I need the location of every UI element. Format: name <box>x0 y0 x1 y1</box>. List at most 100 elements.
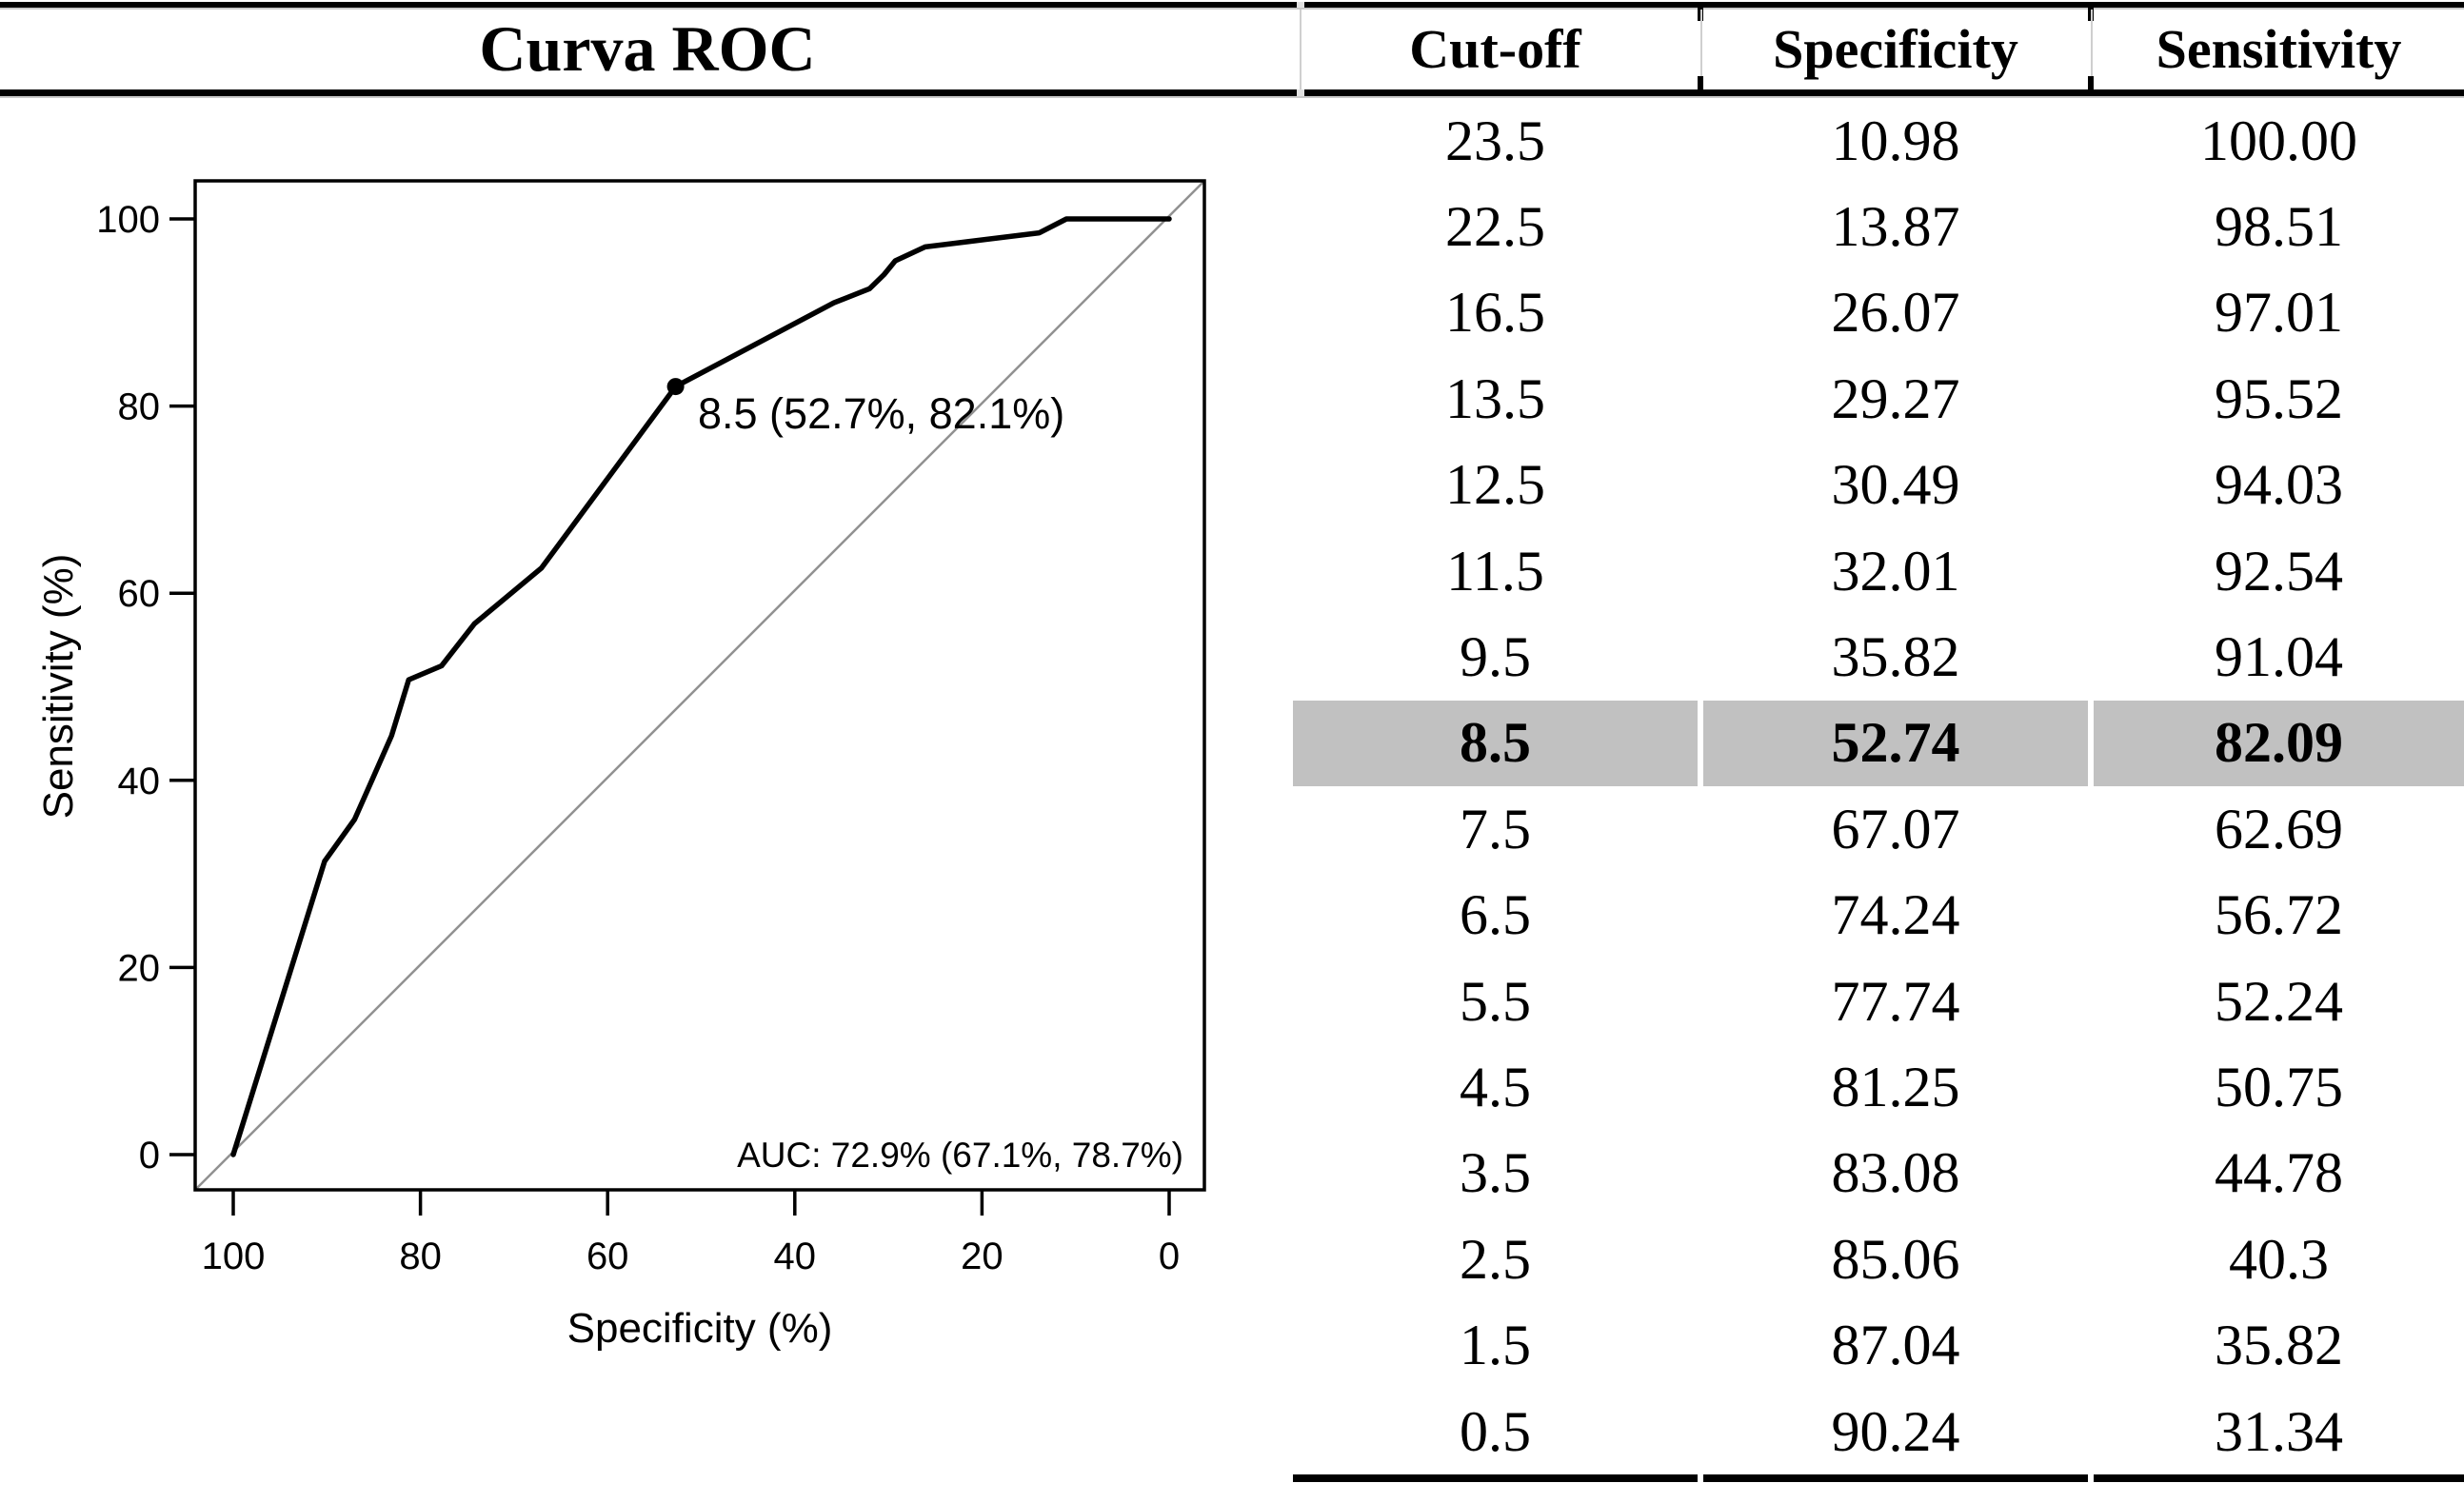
table-cell-cutoff: 7.5 <box>1460 797 1531 860</box>
roc-curve <box>230 216 1172 1157</box>
table-cell-cutoff: 22.5 <box>1445 195 1545 259</box>
table-cell-sensitivity: 52.24 <box>2215 969 2343 1033</box>
table-row: 23.5 10.98 100.00 <box>1293 98 2464 184</box>
cutoff-table: 23.5 10.98 100.00 22.5 13.87 98.51 16.5 26.07 97… <box>1293 98 2464 1474</box>
table-cell-cutoff: 11.5 <box>1446 539 1544 603</box>
column-header-sensitivity: Sensitivity <box>2156 17 2402 80</box>
table-row: 3.5 83.08 44.78 <box>1293 1131 2464 1216</box>
table-row: 1.5 87.04 35.82 <box>1293 1302 2464 1388</box>
x-tick-label: 60 <box>586 1236 629 1277</box>
table-cell-specificity: 90.24 <box>1831 1399 1960 1463</box>
top-rule-gap <box>1297 2 1304 8</box>
table-cell-cutoff: 16.5 <box>1445 281 1545 345</box>
table-cell-sensitivity: 94.03 <box>2215 453 2343 517</box>
x-tick-label: 0 <box>1159 1236 1180 1277</box>
table-cell-cutoff: 12.5 <box>1445 453 1545 517</box>
bottom-rule-segment <box>1293 1474 1698 1482</box>
bottom-rule <box>1293 1474 2464 1482</box>
table-cell-cutoff: 0.5 <box>1460 1399 1531 1463</box>
table-row: 12.5 30.49 94.03 <box>1293 443 2464 528</box>
column-header-cutoff: Cut-off <box>1409 17 1581 80</box>
figure-title: Curva ROC <box>479 11 816 85</box>
y-tick-label: 60 <box>118 573 161 615</box>
table-cell-specificity: 30.49 <box>1831 453 1960 517</box>
table-cell-sensitivity: 82.09 <box>2094 700 2464 787</box>
y-axis-label: Sensitivity (%) <box>35 554 82 820</box>
table-cell-sensitivity: 50.75 <box>2215 1055 2343 1118</box>
x-tick-label: 100 <box>202 1236 266 1277</box>
y-tick-label: 0 <box>139 1135 160 1177</box>
table-cell-sensitivity: 91.04 <box>2215 625 2343 689</box>
table-cell-cutoff: 6.5 <box>1460 883 1531 947</box>
table-cell-sensitivity: 97.01 <box>2215 281 2343 345</box>
cutoff-table-body: 23.5 10.98 100.00 22.5 13.87 98.51 16.5 26.07 97… <box>1293 98 2464 1474</box>
table-cell-specificity: 26.07 <box>1831 281 1960 345</box>
table-row: 0.5 90.24 31.34 <box>1293 1389 2464 1474</box>
diagonal-reference-line <box>194 180 1205 1191</box>
header-separator-rule <box>0 89 2464 96</box>
top-rule-shadow <box>0 8 2464 10</box>
table-cell-sensitivity: 56.72 <box>2215 883 2343 947</box>
y-tick-label: 20 <box>118 947 161 989</box>
column-border-stub <box>2088 76 2094 89</box>
header-column-separator <box>1700 10 1702 89</box>
table-cell-specificity: 83.08 <box>1831 1141 1960 1205</box>
top-rule <box>0 2 2464 8</box>
x-tick-label: 20 <box>961 1236 1003 1277</box>
table-cell-specificity: 81.25 <box>1831 1055 1960 1118</box>
table-row: 9.5 35.82 91.04 <box>1293 614 2464 700</box>
bottom-rule-segment <box>1703 1474 2088 1482</box>
table-cell-cutoff: 5.5 <box>1460 969 1531 1033</box>
header-separator-shadow <box>0 96 2464 98</box>
x-axis-label: Specificity (%) <box>567 1305 833 1352</box>
y-tick-label: 100 <box>96 199 160 241</box>
table-cell-sensitivity: 35.82 <box>2215 1314 2343 1377</box>
table-row: 5.5 77.74 52.24 <box>1293 959 2464 1044</box>
column-border-stub <box>1698 76 1703 89</box>
table-row: 22.5 13.87 98.51 <box>1293 184 2464 269</box>
table-cell-specificity: 10.98 <box>1831 109 1960 172</box>
x-ticks: 100 80 60 40 20 0 <box>202 1190 1180 1277</box>
auc-label: AUC: 72.9% (67.1%, 78.7%) <box>737 1136 1183 1175</box>
plot-box <box>193 179 1206 1192</box>
table-cell-sensitivity: 92.54 <box>2215 539 2343 603</box>
marked-point <box>666 378 685 396</box>
table-cell-cutoff: 1.5 <box>1460 1314 1531 1377</box>
table-row: 11.5 32.01 92.54 <box>1293 528 2464 614</box>
column-header-specificity: Specificity <box>1773 17 2018 80</box>
table-row: 2.5 85.06 40.3 <box>1293 1216 2464 1302</box>
table-cell-sensitivity: 62.69 <box>2215 797 2343 860</box>
table-cell-sensitivity: 44.78 <box>2215 1141 2343 1205</box>
table-cell-specificity: 67.07 <box>1831 797 1960 860</box>
table-cell-cutoff: 4.5 <box>1460 1055 1531 1118</box>
y-tick-label: 40 <box>118 761 161 802</box>
table-cell-sensitivity: 40.3 <box>2229 1227 2329 1291</box>
table-cell-specificity: 32.01 <box>1831 539 1960 603</box>
header-separator-gap <box>1297 89 1304 96</box>
table-cell-sensitivity: 95.52 <box>2215 366 2343 430</box>
table-cell-cutoff: 2.5 <box>1460 1227 1531 1291</box>
table-row: 13.5 29.27 95.52 <box>1293 356 2464 442</box>
table-row: 16.5 26.07 97.01 <box>1293 270 2464 356</box>
table-cell-cutoff: 23.5 <box>1445 109 1545 172</box>
y-tick-label: 80 <box>118 386 161 428</box>
table-cell-cutoff: 3.5 <box>1460 1141 1531 1205</box>
x-tick-label: 40 <box>774 1236 817 1277</box>
table-cell-sensitivity: 31.34 <box>2215 1399 2343 1463</box>
x-tick-label: 80 <box>399 1236 442 1277</box>
table-row: 4.5 81.25 50.75 <box>1293 1044 2464 1130</box>
table-cell-specificity: 52.74 <box>1703 700 2088 787</box>
table-cell-specificity: 13.87 <box>1831 195 1960 259</box>
table-cell-specificity: 29.27 <box>1831 366 1960 430</box>
table-cell-cutoff: 9.5 <box>1460 625 1531 689</box>
marked-point-label: 8.5 (52.7%, 82.1%) <box>698 389 1064 438</box>
table-row: 6.5 74.24 56.72 <box>1293 873 2464 959</box>
table-cell-sensitivity: 100.00 <box>2200 109 2357 172</box>
table-cell-specificity: 85.06 <box>1831 1227 1960 1291</box>
table-cell-cutoff: 8.5 <box>1293 700 1698 787</box>
table-row: 7.5 67.07 62.69 <box>1293 786 2464 872</box>
table-cell-cutoff: 13.5 <box>1445 366 1545 430</box>
y-ticks: 0 20 40 60 80 100 <box>96 199 195 1177</box>
